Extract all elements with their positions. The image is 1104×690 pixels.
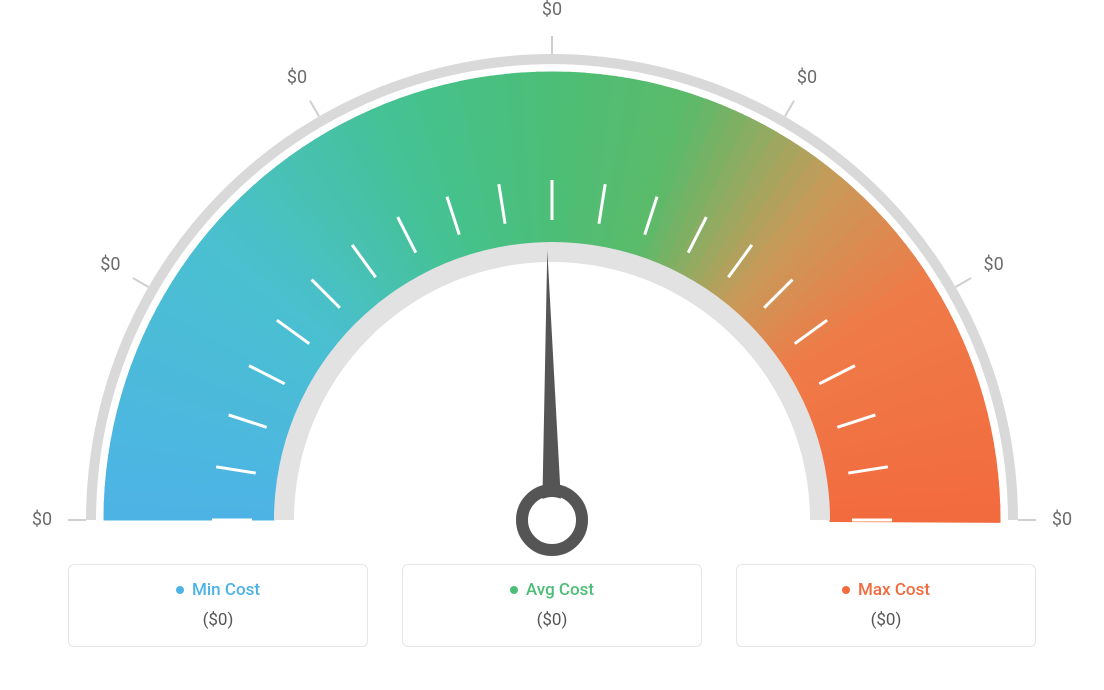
legend-row: Min Cost ($0) Avg Cost ($0) Max Cost ($0… [0,564,1104,647]
legend-value-max: ($0) [747,610,1025,630]
legend-title-min: Min Cost [176,580,260,600]
legend-label-max: Max Cost [858,580,930,600]
svg-text:$0: $0 [100,254,120,275]
legend-label-min: Min Cost [192,580,260,600]
legend-label-avg: Avg Cost [526,580,594,600]
svg-text:$0: $0 [797,67,817,88]
legend-card-max: Max Cost ($0) [736,564,1036,647]
legend-value-min: ($0) [79,610,357,630]
legend-dot-min [176,586,184,594]
gauge-svg: $0 $0 $0 $0 $0 $0 $0 [0,0,1104,560]
legend-title-avg: Avg Cost [510,580,594,600]
gauge-chart: $0 $0 $0 $0 $0 $0 $0 [0,0,1104,560]
legend-dot-max [842,586,850,594]
svg-text:$0: $0 [542,0,562,20]
legend-title-max: Max Cost [842,580,930,600]
svg-text:$0: $0 [1052,509,1072,530]
svg-text:$0: $0 [984,254,1004,275]
legend-value-avg: ($0) [413,610,691,630]
legend-card-avg: Avg Cost ($0) [402,564,702,647]
svg-text:$0: $0 [287,67,307,88]
svg-text:$0: $0 [32,509,52,530]
legend-card-min: Min Cost ($0) [68,564,368,647]
legend-dot-avg [510,586,518,594]
